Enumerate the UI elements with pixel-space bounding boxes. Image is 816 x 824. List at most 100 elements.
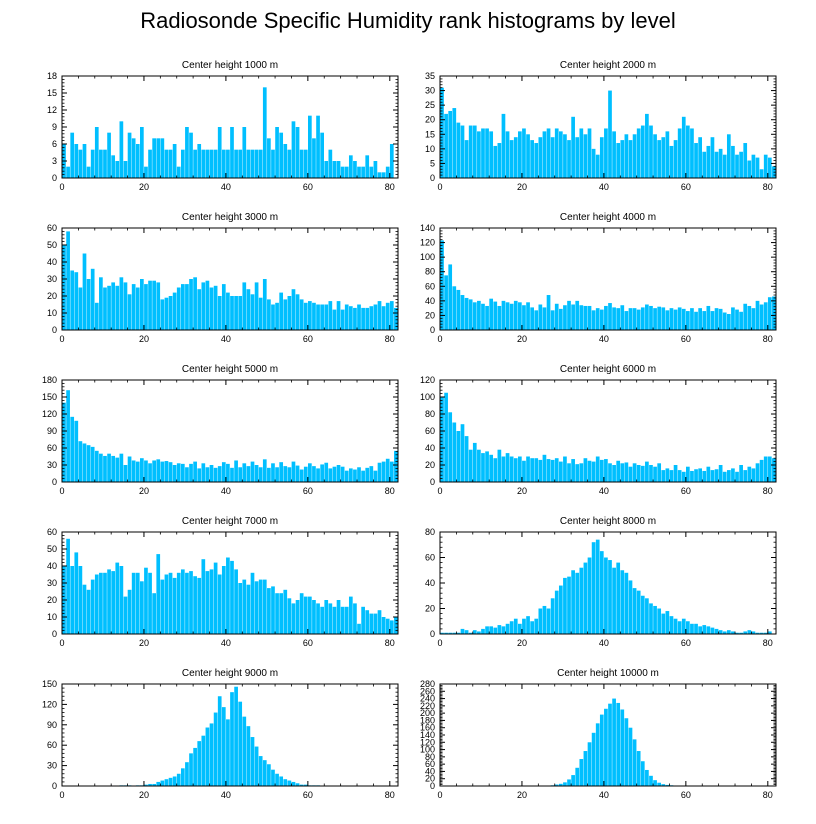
y-tick-label: 0 bbox=[430, 629, 435, 639]
x-tick-label: 60 bbox=[681, 334, 691, 344]
panel-title: Center height 9000 m bbox=[182, 668, 278, 679]
histogram-bar bbox=[205, 149, 210, 178]
histogram-bar bbox=[62, 402, 66, 482]
y-tick-label: 120 bbox=[42, 699, 57, 709]
histogram-bar bbox=[739, 151, 743, 178]
histogram-bar bbox=[394, 617, 398, 634]
histogram-bar bbox=[262, 459, 267, 482]
histogram-bar bbox=[144, 784, 148, 786]
histogram-bar bbox=[217, 696, 222, 786]
histogram-bar bbox=[295, 294, 300, 330]
histogram-bar bbox=[119, 453, 124, 482]
histogram-bar bbox=[328, 468, 333, 482]
histogram-bar bbox=[735, 154, 739, 178]
histogram-bar bbox=[353, 307, 357, 330]
histogram-bar bbox=[599, 309, 604, 330]
y-tick-label: 60 bbox=[47, 527, 57, 537]
histogram-bar bbox=[747, 466, 752, 482]
histogram-bar bbox=[246, 149, 251, 178]
histogram-bar bbox=[152, 593, 156, 634]
histogram-bar bbox=[295, 127, 300, 178]
histogram-bar bbox=[226, 557, 230, 634]
histogram-bar bbox=[665, 611, 670, 634]
histogram-bar bbox=[66, 390, 70, 482]
histogram-bar bbox=[710, 470, 715, 482]
histogram-bar bbox=[320, 464, 324, 482]
histogram-bar bbox=[538, 137, 543, 178]
histogram-bar bbox=[152, 460, 156, 482]
histogram-bar bbox=[690, 470, 694, 482]
histogram-bar bbox=[164, 461, 169, 482]
histogram-bar bbox=[140, 458, 144, 482]
histogram-bar bbox=[653, 308, 657, 330]
histogram-bar bbox=[176, 166, 181, 178]
histogram-bar bbox=[185, 572, 189, 634]
histogram-bar bbox=[221, 566, 226, 634]
histogram-bar bbox=[546, 608, 551, 634]
x-tick-label: 80 bbox=[763, 790, 773, 800]
y-tick-label: 5 bbox=[430, 158, 435, 168]
y-tick-label: 40 bbox=[425, 578, 435, 588]
histogram-bar bbox=[176, 287, 181, 330]
y-tick-label: 35 bbox=[425, 71, 435, 81]
x-tick-label: 80 bbox=[385, 182, 395, 192]
histogram-bar bbox=[357, 304, 361, 330]
histogram-bar bbox=[250, 294, 255, 330]
histogram-bar bbox=[267, 467, 271, 482]
histogram-bar bbox=[645, 769, 649, 786]
histogram-bar bbox=[452, 108, 457, 178]
histogram-bar bbox=[357, 166, 361, 178]
histogram-bar bbox=[344, 470, 349, 482]
histogram-bar bbox=[381, 617, 386, 634]
histogram-bar bbox=[448, 110, 453, 178]
histogram-bar bbox=[657, 140, 662, 178]
histogram-bar bbox=[78, 441, 83, 482]
histogram-bar bbox=[303, 149, 308, 178]
histogram-bar bbox=[493, 301, 498, 330]
histogram-bar bbox=[140, 279, 144, 330]
histogram-bar bbox=[468, 632, 473, 634]
histogram-bar bbox=[344, 166, 349, 178]
histogram-bar bbox=[747, 305, 752, 330]
histogram-bar bbox=[489, 454, 494, 482]
y-tick-label: 150 bbox=[42, 392, 57, 402]
histogram-bar bbox=[148, 280, 152, 330]
histogram-bar bbox=[546, 459, 551, 482]
histogram-bar bbox=[624, 572, 629, 634]
histogram-bar bbox=[472, 442, 477, 482]
histogram-bar bbox=[542, 605, 547, 634]
histogram-bar bbox=[217, 296, 222, 330]
panel-3: Center height 3000 m 0 10 20 30 40 50 60 0 20 40 60… bbox=[47, 212, 399, 344]
histogram-bar bbox=[448, 632, 453, 634]
x-tick-label: 60 bbox=[303, 182, 313, 192]
histogram-bar bbox=[185, 127, 189, 178]
histogram-bar bbox=[464, 140, 469, 178]
histogram-bar bbox=[90, 149, 95, 178]
histogram-bar bbox=[735, 471, 739, 482]
y-tick-label: 20 bbox=[47, 291, 57, 301]
histogram-bar bbox=[485, 128, 489, 178]
histogram-bar bbox=[665, 468, 670, 482]
histogram-bar bbox=[373, 304, 378, 330]
histogram-bar bbox=[509, 140, 514, 178]
histogram-bar bbox=[82, 253, 87, 330]
histogram-bar bbox=[485, 626, 489, 634]
histogram-bar bbox=[595, 723, 600, 786]
histogram-bar bbox=[513, 300, 518, 330]
histogram-bar bbox=[357, 623, 361, 634]
histogram-bar bbox=[99, 149, 103, 178]
histogram-bar bbox=[348, 468, 353, 482]
histogram-bar bbox=[608, 560, 612, 634]
histogram-bar bbox=[681, 471, 686, 482]
histogram-bar bbox=[221, 284, 226, 330]
histogram-bar bbox=[156, 781, 161, 786]
histogram-bar bbox=[70, 566, 75, 634]
histogram-bar bbox=[361, 307, 365, 330]
histogram-bar bbox=[677, 621, 682, 634]
figure-title: Radiosonde Specific Humidity rank histog… bbox=[140, 8, 676, 33]
y-tick-label: 100 bbox=[420, 252, 435, 262]
histogram-bar bbox=[743, 631, 748, 634]
x-tick-label: 20 bbox=[517, 182, 527, 192]
histogram-bar bbox=[82, 443, 87, 482]
histogram-bar bbox=[686, 621, 690, 634]
